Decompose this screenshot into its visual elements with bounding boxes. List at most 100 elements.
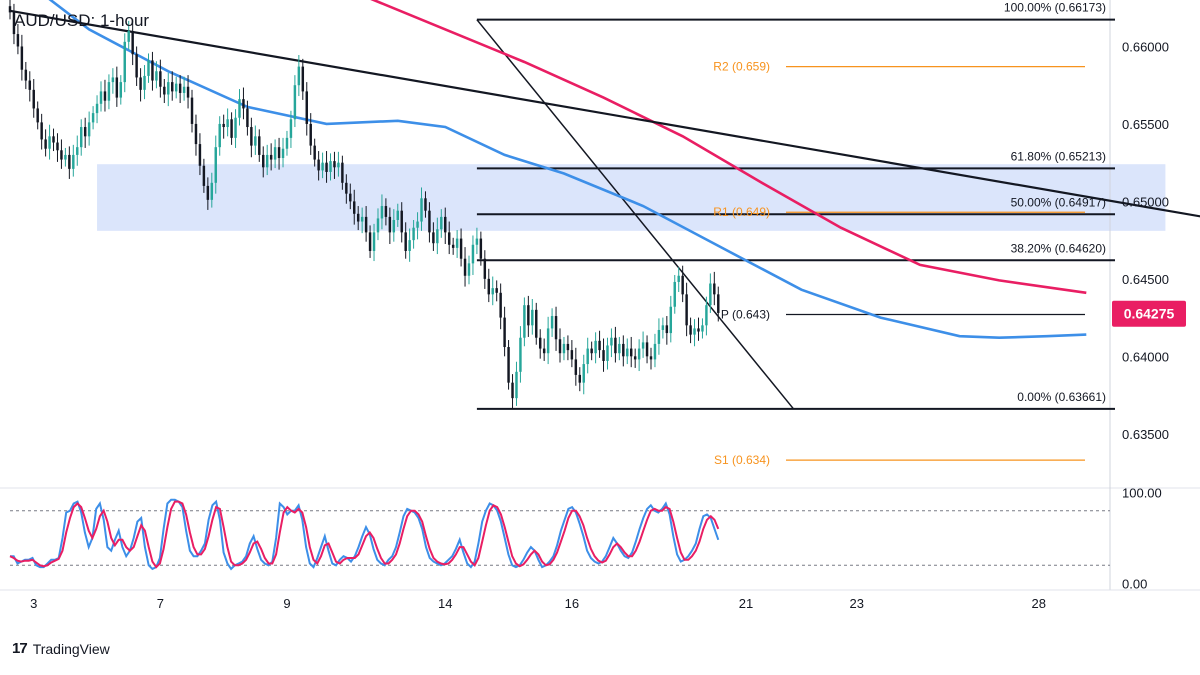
- moving-averages: [48, 0, 1087, 340]
- candle-body: [641, 342, 645, 349]
- candle-body: [538, 337, 542, 349]
- candle-body: [107, 82, 111, 101]
- candle-body: [677, 275, 680, 282]
- candle-body: [388, 216, 392, 233]
- candle-body: [645, 342, 649, 357]
- candle-body: [685, 294, 688, 326]
- candle-body: [598, 340, 601, 351]
- stoch-d-line: [9, 500, 720, 569]
- candle-body: [515, 371, 518, 399]
- candle-body: [345, 182, 348, 194]
- stoch-tick-label: 100.00: [1122, 486, 1162, 501]
- candle-body: [436, 229, 439, 244]
- candle-body: [412, 227, 415, 241]
- candle-body: [531, 309, 534, 326]
- candle-body: [186, 86, 190, 98]
- candle-body: [574, 359, 578, 375]
- candle-body: [285, 137, 289, 149]
- candle-body: [87, 122, 91, 137]
- candle-body: [297, 66, 301, 86]
- candle-body: [467, 263, 471, 276]
- candle-body: [717, 294, 720, 313]
- candle-body: [52, 136, 55, 143]
- pivot-label: P (0.643): [721, 307, 770, 321]
- stoch-k-line: [10, 498, 720, 571]
- candle-body: [693, 328, 696, 335]
- pivot-label: R1 (0.649): [713, 205, 770, 219]
- candle-body: [455, 238, 459, 248]
- fib-swing-line: [476, 19, 795, 410]
- candle-body: [230, 119, 233, 138]
- candle-body: [341, 162, 344, 183]
- candle-body: [234, 117, 237, 138]
- candle-body: [246, 108, 249, 128]
- candle-body: [657, 329, 661, 344]
- candle-body: [614, 337, 617, 354]
- candle-body: [626, 348, 629, 357]
- candle-body: [329, 161, 332, 172]
- fibonacci-retracement[interactable]: 100.00% (0.66173) 61.80% (0.65213) 50.00% …: [476, 1, 1115, 410]
- candle-body: [590, 348, 593, 354]
- candle-body: [127, 30, 130, 42]
- candle-body: [444, 216, 447, 233]
- candle-body: [68, 154, 71, 169]
- candle-body: [372, 232, 376, 251]
- price-tick-label: 0.64000: [1122, 349, 1169, 364]
- candle-body: [36, 108, 39, 123]
- candle-body: [301, 66, 305, 92]
- candle-body: [242, 99, 245, 109]
- candle-body: [277, 147, 281, 159]
- candle-body: [83, 127, 87, 137]
- candle-body: [64, 154, 67, 160]
- candle-body: [44, 139, 47, 149]
- candle-body: [653, 343, 657, 360]
- trendline[interactable]: [9, 9, 1200, 231]
- candle-body: [364, 216, 368, 233]
- candle-body: [550, 316, 554, 329]
- candle-body: [507, 347, 510, 383]
- candle-body: [566, 343, 570, 351]
- candle-body: [400, 210, 403, 233]
- candle-body: [151, 60, 154, 81]
- candle-body: [135, 54, 138, 78]
- candle-body: [214, 147, 217, 183]
- current-price-badge: [1112, 300, 1186, 327]
- candle-body: [570, 350, 574, 360]
- candle-body: [258, 136, 261, 155]
- candle-body: [499, 292, 502, 318]
- time-tick-label: 21: [739, 596, 753, 611]
- candle-body: [633, 356, 637, 360]
- candle-body: [293, 85, 297, 120]
- candle-body: [546, 328, 550, 354]
- candle-body: [471, 244, 475, 264]
- candle-body: [143, 75, 146, 90]
- candle-body: [713, 283, 716, 295]
- price-tick-label: 0.65000: [1122, 194, 1169, 209]
- candle-body: [222, 123, 225, 128]
- candle-body: [586, 348, 589, 365]
- price-tick-label: 0.64500: [1122, 272, 1169, 287]
- candle-body: [618, 343, 621, 354]
- candle-body: [503, 317, 506, 348]
- candle-body: [147, 60, 150, 76]
- candle-body: [273, 147, 277, 160]
- candle-body: [697, 328, 700, 332]
- candle-body: [163, 86, 166, 95]
- candle-body: [202, 165, 206, 186]
- candle-body: [420, 198, 423, 222]
- candle-body: [594, 340, 597, 354]
- candle-body: [495, 288, 498, 293]
- candle-body: [174, 83, 178, 92]
- candle-body: [40, 122, 43, 140]
- candle-body: [669, 306, 673, 334]
- candle-body: [76, 147, 79, 155]
- candle-body: [262, 154, 265, 168]
- candle-body: [428, 210, 431, 233]
- candle-body: [527, 305, 530, 326]
- candle-body: [167, 82, 170, 95]
- candle-body: [32, 89, 35, 109]
- candle-body: [432, 232, 435, 244]
- stochastic-oscillator: 100.00 0.00: [9, 486, 1162, 591]
- ma-slow-line: [370, 0, 1087, 295]
